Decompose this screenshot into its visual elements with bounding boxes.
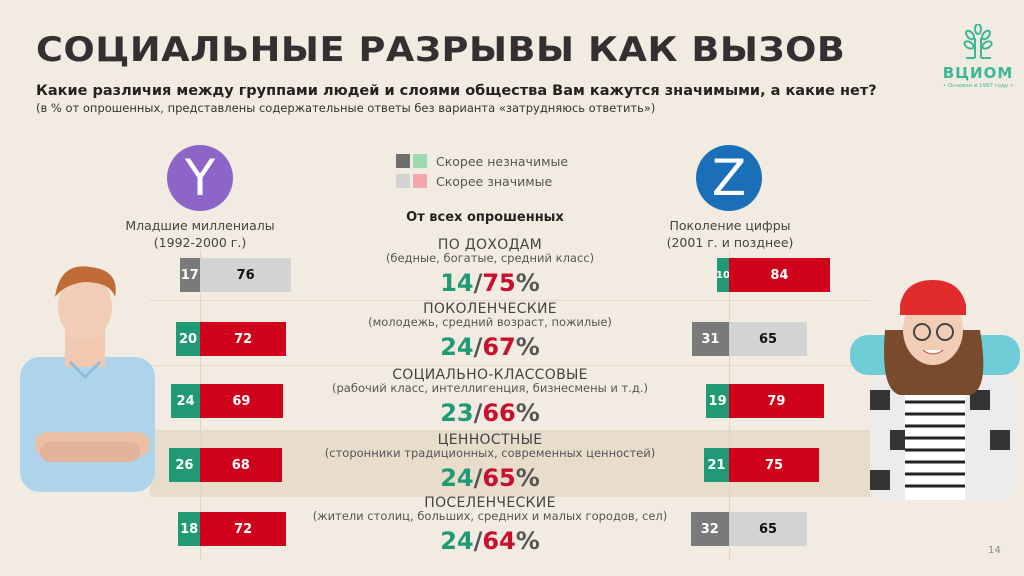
generation-y-years: (1992-2000 г.): [153, 235, 247, 250]
legend-swatch-light-red: [413, 174, 427, 188]
generation-z-badge: Z: [696, 145, 762, 211]
separator-slash: /: [473, 527, 483, 555]
legend-item-insignificant: Скорее незначимые: [396, 151, 568, 171]
row-separator: [150, 430, 870, 431]
overall-heading: От всех опрошенных: [406, 210, 564, 225]
z-significant-bar: 79: [729, 384, 824, 418]
separator-slash: /: [473, 333, 483, 361]
legend-swatch-light-green: [413, 154, 427, 168]
overall-insignificant-value: 14: [440, 269, 474, 297]
z-significant-bar: 65: [729, 322, 807, 356]
legend-label: Скорее незначимые: [436, 153, 569, 169]
young-man-photo: [20, 266, 155, 492]
z-significant-bar: 84: [729, 258, 830, 292]
overall-insignificant-value: 24: [440, 464, 474, 492]
y-significant-bar: 72: [200, 322, 287, 356]
legend-swatch-dark-gray: [396, 154, 410, 168]
percent-sign: %: [515, 269, 540, 297]
separator-slash: /: [473, 399, 483, 427]
overall-significant-value: 67: [482, 333, 516, 361]
category-name: ПОКОЛЕНЧЕСКИЕ: [423, 301, 557, 317]
z-insignificant-bar: 19: [706, 384, 729, 418]
category-name: ПОСЕЛЕНЧЕСКИЕ: [424, 495, 556, 511]
generation-z-years: (2001 г. и позднее): [666, 235, 794, 250]
page-number: 14: [988, 545, 1001, 556]
percent-sign: %: [515, 399, 540, 427]
category-description: (бедные, богатые, средний класс): [385, 251, 595, 265]
y-significant-bar: 72: [200, 512, 287, 546]
y-insignificant-bar: 20: [176, 322, 200, 356]
overall-percent: 24/64%: [290, 526, 690, 556]
separator-slash: /: [473, 269, 483, 297]
generation-y-label: Младшие миллениалы (1992-2000 г.): [110, 217, 290, 251]
separator-slash: /: [473, 464, 483, 492]
z-significant-bar: 75: [729, 448, 819, 482]
page-title: СОЦИАЛЬНЫЕ РАЗРЫВЫ КАК ВЫЗОВ: [36, 30, 846, 70]
generation-z-name: Поколение цифры: [669, 218, 791, 233]
survey-note: (в % от опрошенных, представлены содержа…: [36, 101, 656, 115]
legend-label: Скорее значимые: [436, 173, 553, 189]
overall-significant-value: 65: [482, 464, 516, 492]
z-insignificant-bar: 10: [716, 258, 730, 292]
overall-significant-value: 64: [482, 527, 516, 555]
category-block: СОЦИАЛЬНО-КЛАССОВЫЕ (рабочий класс, интел…: [290, 368, 690, 428]
z-significant-bar: 65: [729, 512, 807, 546]
percent-sign: %: [515, 527, 540, 555]
generation-y-badge: Y: [167, 145, 233, 211]
legend-item-significant: Скорее значимые: [396, 171, 568, 191]
y-insignificant-bar: 24: [171, 384, 200, 418]
category-name: ПО ДОХОДАМ: [437, 237, 543, 253]
vciom-logo: ВЦИОМ • Основан в 1987 году •: [938, 23, 1018, 94]
percent-sign: %: [515, 333, 540, 361]
y-significant-bar: 68: [200, 448, 282, 482]
category-description: (рабочий класс, интеллигенция, бизнесмен…: [332, 381, 648, 395]
category-description: (сторонники традиционных, современных це…: [324, 446, 656, 460]
overall-insignificant-value: 23: [440, 399, 474, 427]
y-significant-bar: 76: [200, 258, 292, 292]
overall-percent: 24/65%: [290, 463, 690, 493]
row-separator: [150, 365, 870, 366]
z-insignificant-bar: 31: [691, 322, 729, 356]
z-insignificant-bar: 21: [703, 448, 729, 482]
overall-insignificant-value: 24: [440, 333, 474, 361]
category-block: ПОКОЛЕНЧЕСКИЕ (молодежь, средний возраст,…: [290, 302, 690, 362]
overall-percent: 23/66%: [290, 398, 690, 428]
generation-y-name: Младшие миллениалы: [125, 218, 275, 233]
category-block: ПОСЕЛЕНЧЕСКИЕ (жители столиц, больших, ср…: [290, 496, 690, 556]
category-name: ЦЕННОСТНЫЕ: [437, 432, 543, 448]
logo-name: ВЦИОМ: [942, 64, 1014, 82]
y-significant-bar: 69: [200, 384, 283, 418]
logo-subtitle: • Основан в 1987 году •: [942, 83, 1014, 89]
overall-insignificant-value: 24: [440, 527, 474, 555]
category-description: (жители столиц, больших, средних и малых…: [312, 509, 668, 523]
category-description: (молодежь, средний возраст, пожилые): [368, 315, 612, 329]
overall-percent: 14/75%: [290, 268, 690, 298]
survey-question: Какие различия между группами людей и сл…: [36, 83, 877, 99]
y-insignificant-bar: 18: [178, 512, 200, 546]
tree-icon: [963, 23, 993, 59]
category-name: СОЦИАЛЬНО-КЛАССОВЫЕ: [392, 367, 588, 383]
overall-percent: 24/67%: [290, 332, 690, 362]
legend-swatch-light-gray: [396, 174, 410, 188]
overall-significant-value: 75: [482, 269, 516, 297]
z-insignificant-bar: 32: [690, 512, 729, 546]
y-insignificant-bar: 17: [179, 258, 200, 292]
young-woman-photo: [850, 280, 1020, 500]
generation-z-label: Поколение цифры (2001 г. и позднее): [640, 217, 820, 251]
category-block: ПО ДОХОДАМ (бедные, богатые, средний клас…: [290, 238, 690, 298]
category-block: ЦЕННОСТНЫЕ (сторонники традиционных, совр…: [290, 433, 690, 493]
row-separator: [150, 300, 870, 301]
overall-significant-value: 66: [482, 399, 516, 427]
percent-sign: %: [515, 464, 540, 492]
legend: Скорее незначимые Скорее значимые: [396, 151, 568, 191]
y-insignificant-bar: 26: [168, 448, 200, 482]
